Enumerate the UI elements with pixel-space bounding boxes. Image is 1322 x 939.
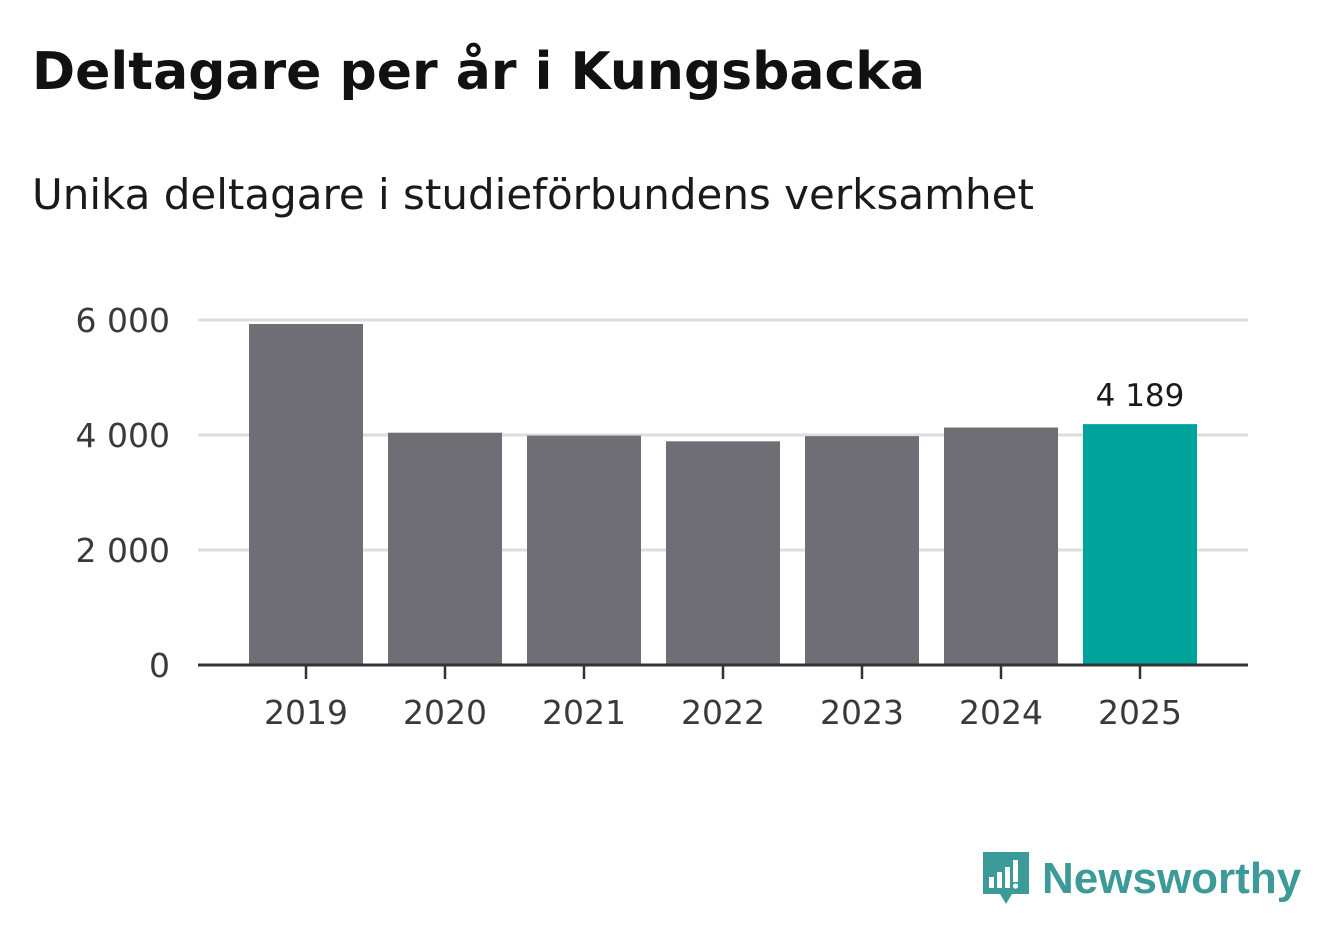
brand-name: Newsworthy — [1042, 854, 1302, 903]
bar-2024 — [944, 427, 1058, 665]
newsworthy-logo: Newsworthy — [980, 848, 1301, 910]
x-axis-tick-labels: 2019 2020 2021 2022 2023 2024 2025 — [264, 693, 1182, 732]
bar-2025 — [1083, 424, 1197, 665]
newsworthy-logo-icon — [983, 852, 1029, 904]
bars — [249, 324, 1197, 665]
x-tick-label: 2020 — [403, 693, 487, 732]
x-tick-label: 2023 — [820, 693, 904, 732]
highlight-value-label: 4 189 — [1096, 378, 1185, 414]
y-tick-label: 4 000 — [76, 416, 170, 455]
y-axis-tick-labels: 0 2 000 4 000 6 000 — [76, 301, 170, 685]
y-tick-label: 2 000 — [76, 531, 170, 570]
value-labels: 4 189 — [1096, 378, 1185, 414]
x-tick-label: 2022 — [681, 693, 765, 732]
x-tick-label: 2019 — [264, 693, 348, 732]
y-tick-label: 0 — [149, 646, 170, 685]
y-tick-label: 6 000 — [76, 301, 170, 340]
x-tick-label: 2025 — [1098, 693, 1182, 732]
bar-2022 — [666, 441, 780, 665]
bar-2020 — [388, 432, 502, 665]
chart-subtitle: Unika deltagare i studieförbundens verks… — [32, 170, 1034, 219]
chart-title: Deltagare per år i Kungsbacka — [32, 42, 925, 102]
bar-2023 — [805, 436, 919, 665]
x-axis — [198, 663, 1248, 679]
x-tick-label: 2024 — [959, 693, 1043, 732]
x-tick-label: 2021 — [542, 693, 626, 732]
bar-2019 — [249, 324, 363, 665]
bar-2021 — [527, 435, 641, 665]
